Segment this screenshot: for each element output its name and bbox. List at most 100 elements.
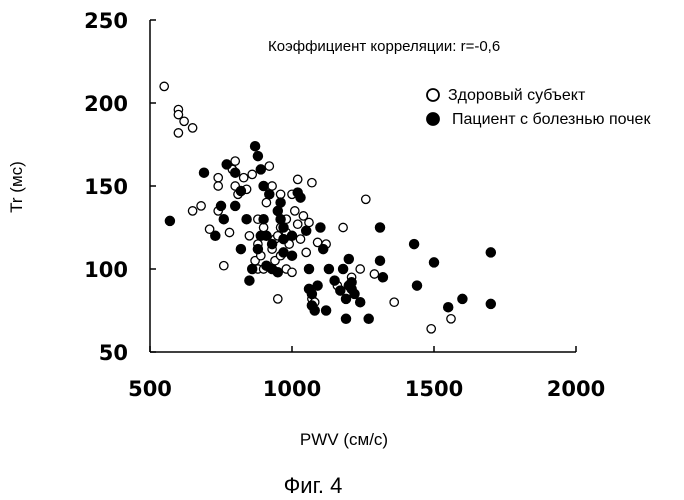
- healthy-point: [294, 175, 302, 183]
- patient-point: [231, 201, 240, 210]
- healthy-point: [390, 298, 398, 306]
- patient-point: [330, 276, 339, 285]
- points-group: [160, 82, 495, 333]
- patient-point: [375, 223, 384, 232]
- x-tick-label: 1500: [405, 377, 463, 401]
- x-tick-label: 500: [128, 377, 172, 401]
- legend-marker-patient: [427, 113, 439, 125]
- patient-point: [375, 256, 384, 265]
- patient-point: [486, 248, 495, 257]
- patient-point: [341, 314, 350, 323]
- patient-point: [316, 223, 325, 232]
- healthy-point: [160, 82, 168, 90]
- patient-point: [410, 240, 419, 249]
- patient-point: [347, 278, 356, 287]
- patient-point: [262, 231, 271, 240]
- patient-point: [344, 254, 353, 263]
- patient-point: [268, 240, 277, 249]
- legend: Здоровый субъект Пациент с болезнью поче…: [427, 87, 651, 128]
- x-tick-label: 2000: [547, 377, 605, 401]
- patient-point: [236, 245, 245, 254]
- healthy-point: [276, 190, 284, 198]
- patient-point: [486, 299, 495, 308]
- healthy-point: [214, 174, 222, 182]
- healthy-point: [259, 223, 267, 231]
- patient-point: [242, 215, 251, 224]
- patient-point: [429, 258, 438, 267]
- tick-group: 50100150200250500100015002000: [84, 9, 605, 401]
- legend-marker-healthy: [427, 89, 439, 101]
- patient-point: [248, 264, 257, 273]
- y-tick-label: 50: [99, 341, 128, 365]
- patient-point: [199, 168, 208, 177]
- healthy-point: [245, 232, 253, 240]
- patient-point: [324, 264, 333, 273]
- healthy-point: [188, 124, 196, 132]
- patient-point: [279, 235, 288, 244]
- patient-point: [322, 306, 331, 315]
- patient-point: [256, 165, 265, 174]
- patient-point: [273, 268, 282, 277]
- patient-point: [259, 181, 268, 190]
- healthy-point: [308, 179, 316, 187]
- healthy-point: [262, 198, 270, 206]
- patient-point: [259, 215, 268, 224]
- x-axis-label: PWV (см/с): [300, 430, 388, 449]
- healthy-point: [231, 157, 239, 165]
- patient-point: [222, 160, 231, 169]
- y-tick-label: 250: [84, 9, 128, 33]
- healthy-point: [362, 195, 370, 203]
- patient-point: [364, 314, 373, 323]
- patient-point: [236, 186, 245, 195]
- patient-point: [313, 281, 322, 290]
- healthy-point: [197, 202, 205, 210]
- patient-point: [219, 215, 228, 224]
- patient-point: [336, 286, 345, 295]
- patient-point: [276, 198, 285, 207]
- healthy-point: [356, 265, 364, 273]
- patient-point: [319, 245, 328, 254]
- patient-point: [231, 168, 240, 177]
- x-tick-label: 1000: [263, 377, 321, 401]
- patient-point: [165, 216, 174, 225]
- healthy-point: [214, 182, 222, 190]
- healthy-point: [294, 220, 302, 228]
- patient-point: [245, 276, 254, 285]
- patient-point: [253, 245, 262, 254]
- y-tick-label: 200: [84, 92, 128, 116]
- patient-point: [287, 251, 296, 260]
- patient-point: [356, 298, 365, 307]
- patient-point: [287, 231, 296, 240]
- patient-point: [310, 306, 319, 315]
- patient-point: [458, 294, 467, 303]
- healthy-point: [305, 218, 313, 226]
- healthy-point: [248, 170, 256, 178]
- patient-point: [412, 281, 421, 290]
- healthy-point: [220, 262, 228, 270]
- annotation-text: Коэффициент корреляции: r=-0,6: [268, 38, 500, 55]
- healthy-point: [274, 295, 282, 303]
- healthy-point: [427, 325, 435, 333]
- y-axis-label: Tr (мс): [7, 161, 26, 213]
- patient-point: [302, 226, 311, 235]
- patient-point: [279, 248, 288, 257]
- healthy-point: [268, 182, 276, 190]
- y-tick-label: 100: [84, 258, 128, 282]
- healthy-point: [447, 315, 455, 323]
- patient-point: [444, 303, 453, 312]
- patient-point: [265, 190, 274, 199]
- patient-point: [216, 201, 225, 210]
- patient-point: [211, 231, 220, 240]
- healthy-point: [370, 270, 378, 278]
- legend-label-healthy: Здоровый субъект: [448, 87, 586, 104]
- healthy-point: [180, 117, 188, 125]
- healthy-point: [291, 207, 299, 215]
- patient-point: [296, 193, 305, 202]
- figure-caption: Фиг. 4: [284, 473, 343, 498]
- patient-point: [307, 289, 316, 298]
- patient-point: [378, 273, 387, 282]
- patient-point: [279, 223, 288, 232]
- healthy-point: [265, 162, 273, 170]
- healthy-point: [225, 228, 233, 236]
